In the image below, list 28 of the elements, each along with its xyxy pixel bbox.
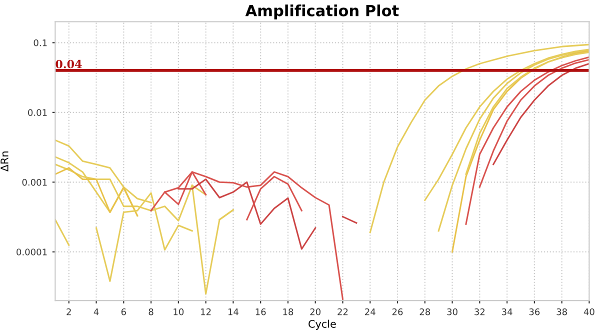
x-tick-label: 12 bbox=[201, 308, 211, 316]
x-tick-label: 22 bbox=[338, 308, 348, 316]
x-tick-label: 14 bbox=[228, 308, 238, 316]
y-tick-label: 0.1 bbox=[34, 39, 47, 46]
x-tick-label: 24 bbox=[365, 308, 376, 316]
x-tick-label: 18 bbox=[283, 308, 294, 316]
x-tick-label: 16 bbox=[256, 308, 266, 316]
ref-line-label: 0.04 bbox=[56, 60, 82, 68]
x-axis-title: Cycle bbox=[308, 320, 336, 330]
x-tick-label: 30 bbox=[447, 308, 458, 316]
y-axis-title: ΔRn bbox=[0, 152, 8, 172]
x-tick-label: 26 bbox=[392, 308, 403, 316]
x-tick-label: 34 bbox=[502, 308, 512, 316]
y-tick-label: 0.0001 bbox=[16, 248, 47, 256]
x-tick-label: 2 bbox=[66, 308, 71, 316]
x-tick-label: 38 bbox=[556, 308, 567, 316]
x-tick-label: 36 bbox=[529, 308, 540, 316]
y-tick-label: 0.001 bbox=[22, 178, 47, 186]
chart-title: Amplification Plot bbox=[245, 4, 399, 20]
x-tick-label: 10 bbox=[174, 308, 184, 316]
x-tick-label: 40 bbox=[584, 308, 594, 316]
x-tick-label: 28 bbox=[420, 308, 430, 316]
x-tick-label: 8 bbox=[148, 308, 154, 316]
y-tick-label: 0.01 bbox=[28, 109, 47, 116]
x-tick-label: 6 bbox=[121, 308, 126, 316]
x-tick-label: 4 bbox=[94, 308, 99, 316]
x-tick-label: 20 bbox=[310, 308, 320, 316]
x-tick-label: 32 bbox=[474, 308, 484, 316]
